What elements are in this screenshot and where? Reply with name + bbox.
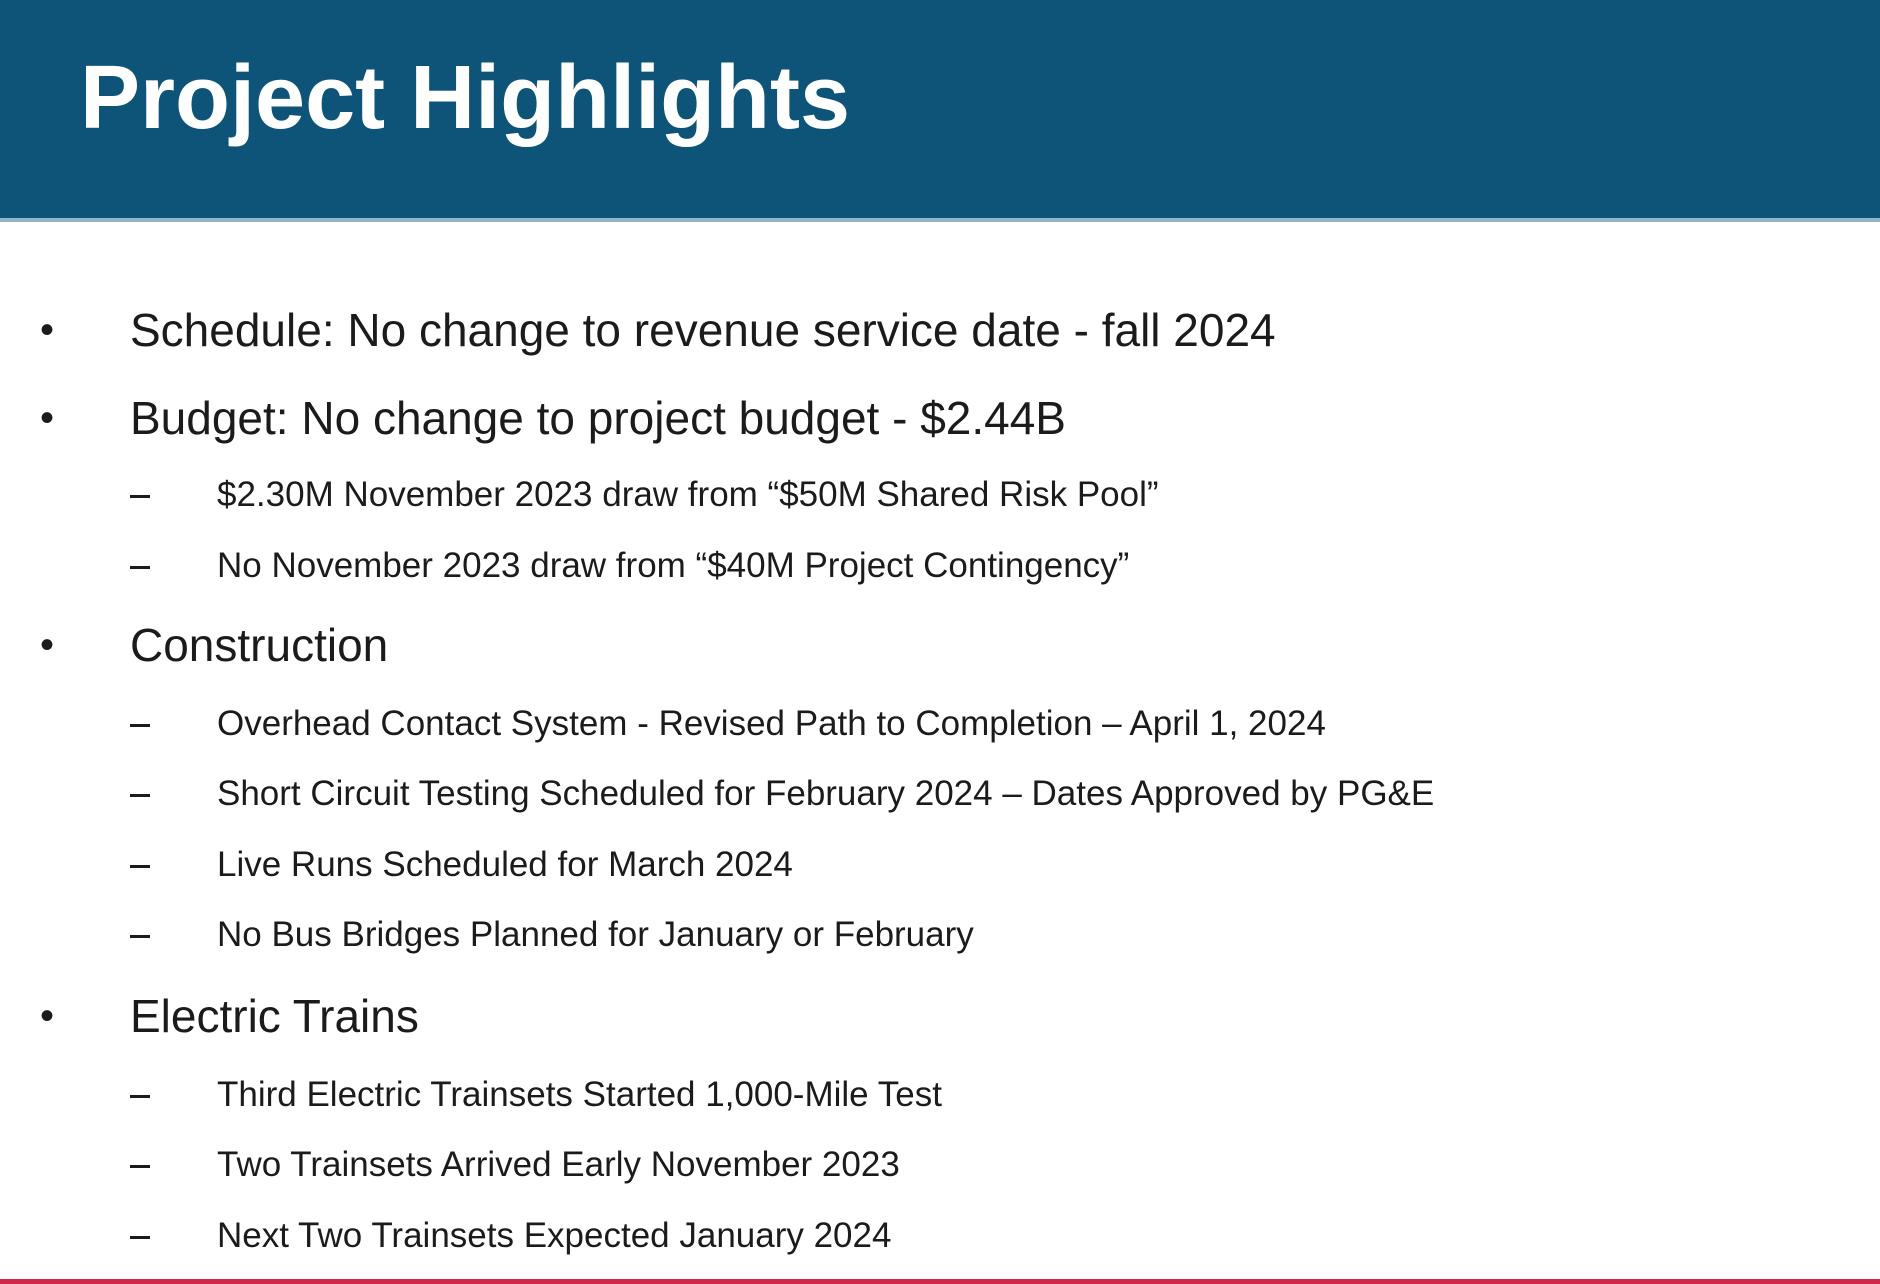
- bullet-text: Schedule: No change to revenue service d…: [130, 304, 1276, 356]
- sub-item-text: Next Two Trainsets Expected January 2024: [217, 1216, 892, 1255]
- dash-icon: [130, 566, 150, 569]
- sub-item-text: Short Circuit Testing Scheduled for Febr…: [217, 774, 1435, 813]
- bullet-dot-icon: •: [40, 994, 55, 1038]
- bullet-text: Budget: No change to project budget - $2…: [130, 392, 1066, 444]
- footer-divider: [0, 1279, 1880, 1284]
- dash-icon: [130, 1095, 150, 1098]
- sub-item-text: Two Trainsets Arrived Early November 202…: [217, 1145, 900, 1184]
- dash-icon: [130, 495, 150, 498]
- sub-item-text: Live Runs Scheduled for March 2024: [217, 845, 793, 884]
- bullet-dot-icon: •: [40, 396, 55, 440]
- sub-item-text: No Bus Bridges Planned for January or Fe…: [217, 915, 974, 954]
- slide-title: Project Highlights: [80, 48, 851, 148]
- dash-icon: [130, 935, 150, 938]
- bullet-dot-icon: •: [40, 308, 55, 352]
- dash-icon: [130, 865, 150, 868]
- bullet-text: Construction: [130, 619, 389, 671]
- header-divider: [0, 218, 1880, 222]
- slide-header: Project Highlights: [0, 0, 1880, 218]
- bullet-dot-icon: •: [40, 623, 55, 667]
- sub-item-text: Third Electric Trainsets Started 1,000-M…: [217, 1075, 942, 1114]
- sub-item-text: Overhead Contact System - Revised Path t…: [217, 704, 1326, 743]
- dash-icon: [130, 1236, 150, 1239]
- dash-icon: [130, 724, 150, 727]
- sub-item-text: $2.30M November 2023 draw from “$50M Sha…: [217, 475, 1159, 514]
- dash-icon: [130, 1165, 150, 1168]
- sub-item-text: No November 2023 draw from “$40M Project…: [217, 546, 1130, 585]
- bullet-text: Electric Trains: [130, 990, 419, 1042]
- dash-icon: [130, 794, 150, 797]
